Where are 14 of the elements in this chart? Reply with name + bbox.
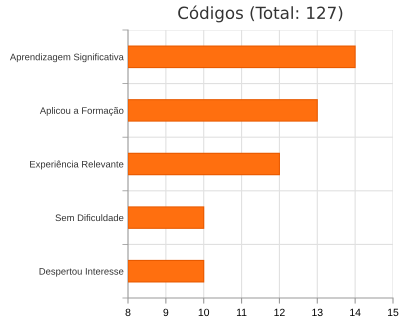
y-tick-label: Despertou Interesse <box>40 268 124 277</box>
x-tick-label: 8 <box>126 308 130 316</box>
y-tick-label: Sem Dificuldade <box>56 214 124 222</box>
x-tick-label: 13 <box>312 308 323 316</box>
x-tick-label: 12 <box>274 308 285 316</box>
x-tick-label: 9 <box>163 308 168 316</box>
x-tick-label: 10 <box>198 308 210 316</box>
x-tick-label: 11 <box>236 308 246 316</box>
x-tick-label: 14 <box>350 308 361 316</box>
x-tick-label: 15 <box>388 308 398 316</box>
y-tick-label: Aprendizagem Significativa <box>10 53 124 62</box>
chart-title: Códigos (Total: 127) <box>178 6 342 22</box>
y-tick-label: Experiência Relevante <box>30 160 124 170</box>
y-tick-label: Aplicou a Formação <box>40 106 124 116</box>
